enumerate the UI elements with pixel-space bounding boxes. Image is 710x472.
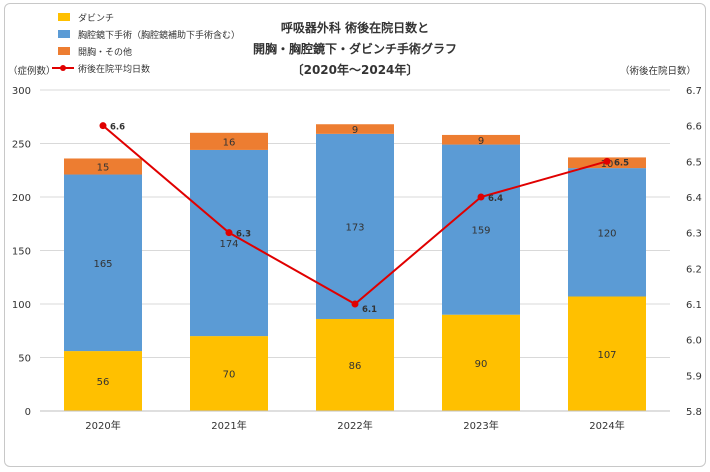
line-series: 6.6 6.3 6.1 6.4 6.5 <box>99 122 629 315</box>
legend-label: 術後在院平均日数 <box>78 63 150 75</box>
y-left-tick-label: 0 <box>25 407 31 418</box>
bar-segment <box>568 168 646 297</box>
bar-segment <box>316 318 394 411</box>
y-left-tick-label: 150 <box>12 247 31 258</box>
bar-data-label: 173 <box>345 222 364 233</box>
chart-title-line: 呼吸器外科 術後在院日数と <box>281 20 429 35</box>
y-right-tick-label: 6.0 <box>686 336 702 347</box>
bar-data-label: 159 <box>471 226 490 237</box>
y-left-tick-label: 300 <box>12 86 31 97</box>
bar-segment <box>190 149 268 337</box>
line-data-label: 6.4 <box>488 194 503 204</box>
bar-data-label: 107 <box>597 350 616 361</box>
bar-segment <box>568 296 646 411</box>
bar-segment <box>442 314 520 411</box>
legend-swatch <box>58 47 70 55</box>
y-right-tick-label: 6.3 <box>686 229 702 240</box>
line-data-label: 6.5 <box>614 158 629 168</box>
bar-segment <box>190 132 268 150</box>
bar-data-label: 90 <box>475 359 488 370</box>
x-tick-label: 2020年 <box>85 419 120 432</box>
bar-data-label: 70 <box>223 370 236 381</box>
line-point <box>603 157 611 165</box>
bar-segment <box>190 336 268 411</box>
line-data-label: 6.1 <box>362 305 377 315</box>
y-right-tick-label: 6.5 <box>686 157 702 168</box>
line-point <box>477 193 485 201</box>
chart-title: 呼吸器外科 術後在院日数と開胸・胸腔鏡下・ダビンチ手術グラフ〔2020年～202… <box>253 20 457 77</box>
bar-segment <box>64 158 142 175</box>
bar-segment <box>64 351 142 411</box>
axes: 0501001502002503005.85.96.06.16.26.36.46… <box>8 65 702 432</box>
bar-segment <box>316 124 394 134</box>
y-left-tick-label: 200 <box>12 193 31 204</box>
bars: 5616515701741686173990159910712010 <box>64 124 646 411</box>
y-right-tick-label: 6.7 <box>686 86 702 97</box>
y-right-tick-label: 6.1 <box>686 300 702 311</box>
bar-data-label: 9 <box>352 125 358 136</box>
bar-data-label: 86 <box>349 361 362 372</box>
y-right-tick-label: 6.2 <box>686 264 702 275</box>
line-point <box>225 229 233 237</box>
bar-data-label: 120 <box>597 228 616 239</box>
x-tick-label: 2023年 <box>463 419 498 432</box>
bar-segment <box>64 174 142 352</box>
y-right-tick-label: 6.4 <box>686 193 702 204</box>
y-left-tick-label: 50 <box>18 354 31 365</box>
chart-title-line: 〔2020年～2024年〕 <box>292 62 419 77</box>
legend-label: 胸腔鏡下手術（胸腔鏡補助下手術含む） <box>78 29 240 41</box>
y-right-tick-label: 6.6 <box>686 122 702 133</box>
bar-segment <box>442 144 520 315</box>
bar-data-label: 9 <box>478 136 484 147</box>
y-left-axis-label: （症例数） <box>8 65 56 77</box>
bar-segment <box>442 134 520 145</box>
legend-label: 開胸・その他 <box>78 46 132 58</box>
chart-title-line: 開胸・胸腔鏡下・ダビンチ手術グラフ <box>253 41 457 56</box>
line-data-label: 6.6 <box>110 123 125 133</box>
y-right-tick-label: 5.8 <box>686 407 702 418</box>
legend-swatch <box>58 30 70 38</box>
legend-marker <box>60 65 66 71</box>
bar-data-label: 56 <box>97 377 110 388</box>
y-right-tick-label: 5.9 <box>686 371 702 382</box>
line-point <box>351 300 359 308</box>
bar-data-label: 15 <box>97 163 110 174</box>
y-left-tick-label: 100 <box>12 300 31 311</box>
y-right-axis-label: （術後在院日数） <box>620 65 696 77</box>
bar-segment <box>316 133 394 319</box>
y-left-tick-label: 250 <box>12 140 31 151</box>
x-tick-label: 2021年 <box>211 419 246 432</box>
bar-data-label: 165 <box>93 259 112 270</box>
x-tick-label: 2022年 <box>337 419 372 432</box>
x-tick-label: 2024年 <box>589 419 624 432</box>
line-data-label: 6.3 <box>236 230 251 240</box>
bar-data-label: 174 <box>219 239 238 250</box>
line-point <box>99 122 107 130</box>
bar-data-label: 16 <box>223 137 236 148</box>
legend-label: ダビンチ <box>78 12 114 24</box>
legend-swatch <box>58 13 70 21</box>
